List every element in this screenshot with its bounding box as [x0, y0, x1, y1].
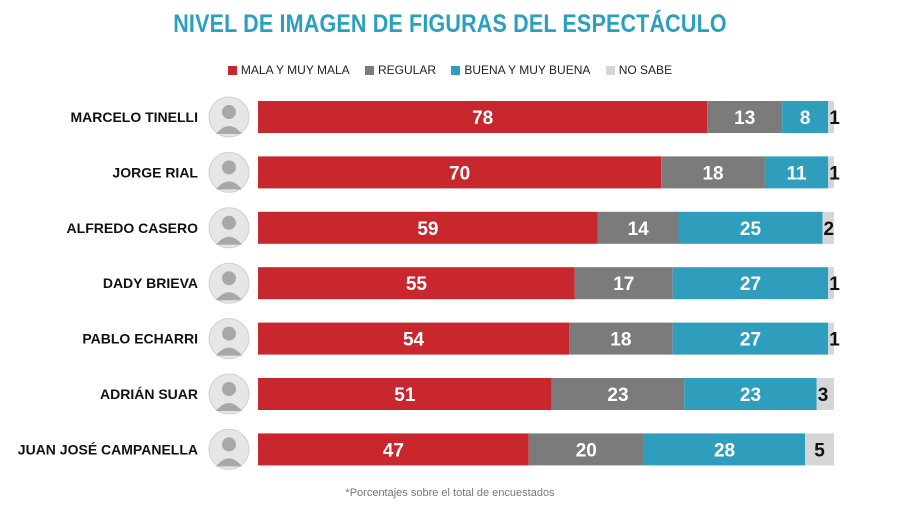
bar-segment [551, 378, 685, 410]
bar-segment [828, 267, 834, 300]
bar-segment [672, 322, 829, 355]
category-label: JUAN JOSÉ CAMPANELLA [18, 441, 198, 457]
data-label: 18 [610, 330, 631, 351]
data-label: 20 [576, 440, 597, 461]
bar-segment [805, 433, 834, 466]
data-label: 27 [740, 330, 761, 351]
legend-item-mala: MALA Y MUY MALA [227, 63, 350, 77]
data-label: 47 [383, 440, 404, 461]
legend-label-mala: MALA Y MUY MALA [240, 63, 350, 77]
legend-label-buena: BUENA Y MUY BUENA [464, 63, 591, 77]
legend-label-regular: REGULAR [377, 63, 436, 77]
bar-segment [258, 433, 529, 466]
data-label: 1 [829, 163, 840, 184]
bar-segment [643, 433, 806, 466]
legend: MALA Y MUY MALA REGULAR BUENA Y MUY BUEN… [0, 63, 900, 78]
bar-segment [764, 156, 829, 189]
avatar-body-icon [216, 403, 242, 411]
data-label: 14 [628, 219, 650, 240]
avatar-head-icon [222, 215, 236, 230]
bar-segment [597, 211, 679, 244]
avatar-body-icon [216, 236, 242, 245]
category-label: DADY BRIEVA [103, 275, 198, 291]
data-label: 27 [740, 274, 761, 295]
bar-segment [816, 378, 834, 410]
avatar-body-icon [216, 292, 242, 301]
data-label: 13 [734, 108, 755, 129]
data-label: 1 [829, 274, 840, 295]
data-label: 54 [403, 330, 425, 351]
data-label: 59 [417, 219, 438, 240]
data-label: 23 [740, 385, 761, 406]
data-label: 78 [472, 108, 493, 129]
avatar-head-icon [222, 160, 236, 175]
bar-segment [574, 267, 673, 300]
data-label: 28 [714, 440, 735, 461]
category-label: PABLO ECHARRI [82, 331, 198, 347]
legend-item-no-sabe: NO SABE [605, 63, 673, 77]
bar-segment [258, 211, 598, 244]
data-label: 1 [829, 108, 840, 129]
bar-segment [569, 322, 673, 355]
category-label: JORGE RIAL [112, 164, 198, 180]
legend-item-regular: REGULAR [364, 63, 436, 77]
category-label: ALFREDO CASERO [67, 220, 199, 236]
data-label: 25 [740, 219, 762, 240]
data-label: 1 [829, 330, 840, 351]
bar-segment [822, 211, 834, 244]
bar-segment [828, 101, 834, 133]
bar-segment [678, 211, 823, 244]
bar-segment [258, 322, 570, 355]
bar-segment [258, 101, 708, 133]
legend-label-no-sabe: NO SABE [618, 63, 673, 77]
data-label: 18 [702, 163, 723, 184]
footnote: *Porcentajes sobre el total de encuestad… [345, 487, 555, 499]
category-label: ADRIÁN SUAR [100, 386, 198, 402]
bar-segment [672, 267, 829, 300]
bar-segment [258, 378, 552, 410]
data-label: 5 [814, 440, 825, 461]
avatar-body-icon [216, 458, 242, 467]
legend-swatch-no-sabe [605, 65, 615, 75]
avatar-head-icon [222, 326, 236, 341]
category-label: MARCELO TINELLI [70, 109, 198, 125]
bar-segment [684, 378, 817, 410]
bar-segment [707, 101, 783, 133]
avatar-head-icon [222, 382, 236, 396]
data-label: 70 [449, 163, 470, 184]
data-label: 51 [394, 385, 416, 406]
bar-segment [782, 101, 829, 133]
data-label: 55 [406, 274, 428, 295]
data-label: 2 [823, 219, 834, 240]
chart-title: NIVEL DE IMAGEN DE FIGURAS DEL ESPECTÁCU… [173, 10, 727, 38]
legend-swatch-regular [364, 65, 374, 75]
bar-segment [828, 156, 834, 189]
avatar-body-icon [216, 181, 242, 190]
bar-segment [258, 267, 575, 300]
data-label: 23 [607, 385, 628, 406]
avatar-body-icon [216, 347, 242, 356]
bar-segment [528, 433, 644, 466]
data-label: 3 [818, 385, 829, 406]
data-label: 11 [787, 163, 808, 184]
bar-segment [661, 156, 765, 189]
data-label: 8 [800, 108, 811, 129]
avatar-head-icon [222, 271, 236, 286]
legend-swatch-buena [451, 65, 461, 75]
data-label: 17 [613, 274, 634, 295]
avatar-head-icon [222, 437, 236, 452]
bar-segment [828, 322, 834, 355]
legend-swatch-mala [227, 65, 237, 75]
bar-segment [258, 156, 662, 189]
avatar-head-icon [222, 105, 236, 119]
avatar-body-icon [216, 126, 242, 134]
legend-item-buena: BUENA Y MUY BUENA [451, 63, 590, 77]
